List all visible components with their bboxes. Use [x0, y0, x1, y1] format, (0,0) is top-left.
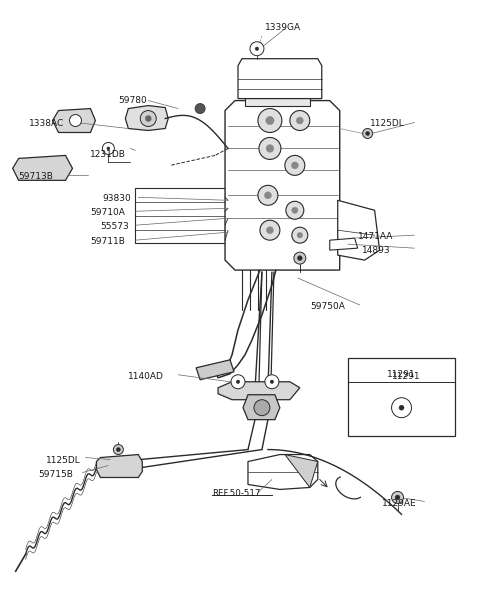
Text: 59715B: 59715B: [38, 470, 73, 479]
Polygon shape: [248, 455, 318, 490]
Text: 1339GA: 1339GA: [265, 23, 301, 32]
Circle shape: [290, 110, 310, 130]
Circle shape: [258, 109, 282, 133]
Circle shape: [140, 110, 156, 127]
Circle shape: [255, 47, 259, 50]
Circle shape: [266, 116, 274, 125]
Text: 1338AC: 1338AC: [29, 119, 64, 128]
Circle shape: [107, 147, 110, 150]
Circle shape: [392, 491, 404, 503]
Circle shape: [294, 252, 306, 264]
Circle shape: [116, 448, 120, 452]
Circle shape: [258, 185, 278, 205]
Polygon shape: [238, 59, 322, 98]
Polygon shape: [52, 109, 96, 133]
Text: 55573: 55573: [100, 222, 129, 231]
Circle shape: [264, 192, 271, 199]
Polygon shape: [338, 200, 380, 260]
Circle shape: [260, 220, 280, 240]
Circle shape: [285, 155, 305, 175]
Circle shape: [113, 445, 123, 455]
Polygon shape: [245, 95, 310, 106]
Text: 59713B: 59713B: [19, 172, 53, 181]
Circle shape: [291, 162, 299, 169]
Circle shape: [363, 128, 372, 139]
Circle shape: [270, 380, 274, 383]
Circle shape: [145, 116, 151, 122]
Circle shape: [231, 375, 245, 389]
Circle shape: [259, 137, 281, 160]
Circle shape: [250, 42, 264, 56]
Circle shape: [265, 375, 279, 389]
Circle shape: [395, 495, 400, 500]
Text: 1129AE: 1129AE: [382, 499, 416, 508]
Circle shape: [297, 232, 302, 238]
Circle shape: [266, 145, 274, 152]
Circle shape: [195, 104, 205, 113]
Polygon shape: [243, 395, 280, 419]
Polygon shape: [12, 155, 72, 181]
Circle shape: [102, 142, 114, 154]
Text: 11291: 11291: [387, 370, 416, 379]
Text: 1471AA: 1471AA: [358, 232, 393, 241]
Text: 59710A: 59710A: [90, 208, 125, 217]
Polygon shape: [196, 360, 234, 380]
Text: 1140AD: 1140AD: [128, 372, 164, 381]
Text: 14893: 14893: [361, 246, 390, 255]
Text: 1125DL: 1125DL: [46, 455, 80, 464]
Text: 1231DB: 1231DB: [90, 151, 126, 160]
Text: REF.50-517: REF.50-517: [212, 490, 261, 499]
Polygon shape: [96, 455, 142, 478]
Circle shape: [298, 256, 302, 260]
Circle shape: [254, 400, 270, 416]
Circle shape: [292, 207, 298, 214]
Polygon shape: [285, 455, 318, 487]
Circle shape: [366, 131, 370, 136]
Circle shape: [292, 227, 308, 243]
Text: 59780: 59780: [119, 95, 147, 104]
Text: 1125DL: 1125DL: [370, 119, 404, 128]
Text: 93830: 93830: [102, 194, 131, 203]
Polygon shape: [125, 106, 168, 130]
Text: 59750A: 59750A: [310, 302, 345, 311]
Circle shape: [399, 405, 404, 410]
Circle shape: [296, 117, 303, 124]
Circle shape: [70, 115, 82, 127]
Circle shape: [236, 380, 240, 383]
Polygon shape: [225, 101, 340, 270]
Text: 11291: 11291: [392, 372, 420, 381]
Text: 59711B: 59711B: [90, 237, 125, 246]
Circle shape: [266, 227, 274, 233]
Bar: [348, 358, 456, 436]
Circle shape: [392, 398, 411, 418]
Bar: [135, 188, 225, 243]
Polygon shape: [218, 382, 300, 400]
Polygon shape: [330, 238, 358, 250]
Circle shape: [286, 201, 304, 219]
